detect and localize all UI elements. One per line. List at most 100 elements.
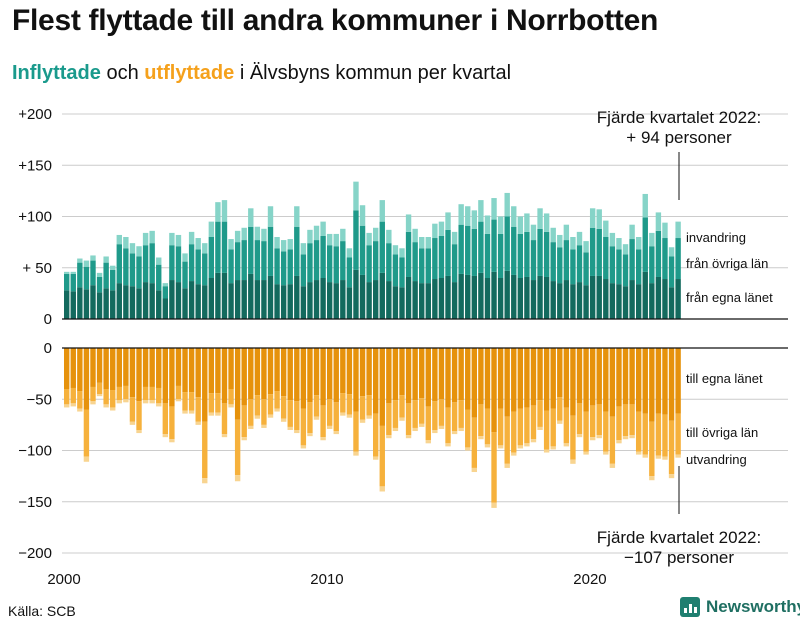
bar-out-emigration [432, 430, 438, 434]
bar-in-own-county [405, 276, 412, 319]
bar-in-other-counties [228, 249, 234, 284]
bar-in-own-county [642, 271, 648, 319]
bar-out-emigration [622, 436, 629, 440]
y-tick-label: −200 [18, 545, 52, 562]
bar-in-own-county [182, 288, 188, 319]
bar-out-other-counties [425, 406, 431, 441]
bar-out-other-counties [142, 386, 149, 401]
bar-out-emigration [629, 435, 635, 439]
bar-out-emigration [543, 449, 550, 453]
bar-in-other-counties [346, 257, 353, 288]
bar-in-immigration [478, 200, 484, 222]
bar-in-other-counties [537, 228, 543, 276]
bar-out-own-county [465, 348, 471, 410]
bar-out-other-counties [471, 417, 478, 468]
bar-out-other-counties [373, 413, 379, 457]
bar-in-immigration [609, 232, 616, 247]
bar-out-other-counties [412, 400, 418, 428]
bar-in-own-county [221, 272, 228, 319]
bar-out-other-counties [504, 416, 510, 464]
bar-in-immigration [563, 224, 570, 241]
bar-in-other-counties [379, 221, 385, 273]
bar-out-own-county [64, 348, 70, 389]
bar-out-own-county [379, 348, 385, 426]
bar-in-other-counties [300, 254, 307, 287]
bar-out-other-counties [254, 395, 261, 416]
bar-in-other-counties [156, 264, 162, 291]
bar-out-other-counties [458, 400, 464, 428]
bar-in-other-counties [64, 273, 70, 291]
bar-in-own-county [169, 280, 175, 319]
bar-in-immigration [77, 258, 83, 263]
bar-out-other-counties [616, 406, 622, 441]
bar-in-other-counties [405, 231, 412, 277]
bar-in-other-counties [524, 231, 530, 277]
bar-in-immigration [530, 224, 537, 241]
bar-out-other-counties [570, 415, 576, 460]
bar-in-other-counties [182, 261, 188, 289]
bar-in-other-counties [603, 237, 609, 280]
bar-out-emigration [530, 439, 537, 443]
bar-in-own-county [458, 273, 464, 319]
bar-out-own-county [162, 348, 169, 404]
bar-in-own-county [524, 276, 530, 319]
bar-out-emigration [129, 421, 136, 425]
series-label-emigration: utvandring [686, 452, 747, 467]
bar-out-emigration [583, 451, 589, 455]
bar-in-other-counties [195, 249, 201, 285]
bar-out-other-counties [182, 392, 188, 411]
bar-out-other-counties [386, 403, 392, 436]
bar-in-immigration [188, 231, 195, 245]
bar-in-immigration [70, 271, 76, 274]
bar-in-own-county [668, 287, 675, 319]
bar-in-other-counties [438, 235, 445, 278]
bar-out-emigration [77, 408, 83, 412]
bar-out-emigration [517, 445, 524, 449]
bar-in-other-counties [83, 266, 90, 290]
bar-in-immigration [662, 222, 668, 239]
bar-out-emigration [228, 404, 234, 408]
bar-out-own-county [583, 348, 589, 412]
brand-logo: Newsworthy [680, 597, 800, 617]
bar-out-other-counties [340, 393, 346, 413]
bar-in-own-county [603, 279, 609, 319]
bar-in-immigration [504, 192, 510, 217]
bar-in-immigration [307, 229, 313, 244]
bar-out-other-counties [228, 389, 234, 405]
bar-in-own-county [563, 280, 570, 319]
bar-out-emigration [497, 445, 504, 449]
bar-out-emigration [563, 443, 570, 447]
bar-in-other-counties [142, 245, 149, 283]
bar-out-emigration [202, 478, 208, 484]
bar-out-own-county [563, 348, 570, 408]
bar-in-other-counties [129, 253, 136, 287]
bar-in-own-county [419, 283, 425, 319]
bar-out-emigration [550, 446, 556, 450]
bar-in-own-county [432, 279, 438, 319]
y-tick-label: −100 [18, 443, 52, 460]
bar-out-emigration [215, 412, 221, 416]
bar-out-emigration [616, 440, 622, 444]
bar-out-other-counties [149, 386, 155, 401]
bar-in-other-counties [77, 262, 83, 288]
bar-in-other-counties [386, 243, 392, 282]
bar-in-own-county [248, 273, 254, 319]
source-note: Källa: SCB [8, 603, 76, 619]
bar-in-other-counties [221, 221, 228, 273]
bar-in-own-county [629, 280, 635, 319]
bar-out-own-county [524, 348, 530, 408]
bar-out-other-counties [668, 420, 675, 475]
bar-out-emigration [156, 403, 162, 407]
bar-out-emigration [458, 427, 464, 432]
bar-in-other-counties [662, 238, 668, 280]
bar-out-other-counties [576, 403, 583, 435]
bar-out-own-county [458, 348, 464, 401]
bar-in-other-counties [596, 228, 602, 276]
bar-out-other-counties [195, 397, 201, 422]
bar-out-other-counties [169, 406, 175, 440]
bar-in-other-counties [557, 247, 563, 284]
bar-out-own-county [392, 348, 399, 401]
bar-out-own-county [635, 348, 642, 412]
bar-out-own-county [136, 348, 142, 402]
bar-in-own-county [267, 275, 274, 319]
